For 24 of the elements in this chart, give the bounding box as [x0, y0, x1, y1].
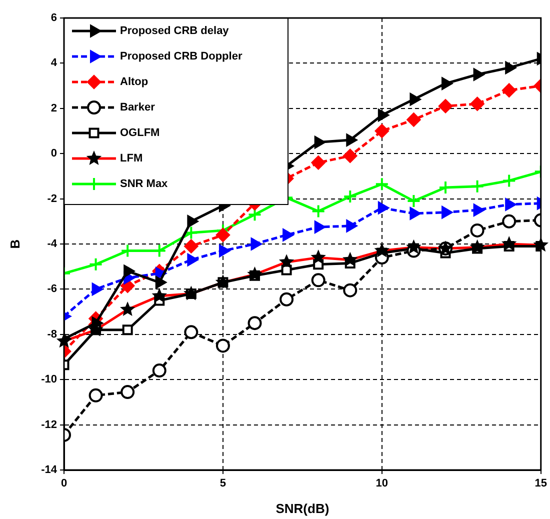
y-tick-label: -4 — [47, 238, 58, 250]
legend-label: LFM — [120, 152, 143, 165]
y-tick-label: -6 — [47, 283, 57, 296]
legend-label: SNR Max — [120, 178, 169, 190]
x-axis-title: SNR(dB) — [276, 500, 330, 516]
y-tick-label: -8 — [47, 328, 57, 340]
x-tick-label: 5 — [220, 478, 226, 490]
y-tick-label: -14 — [41, 464, 58, 476]
legend-label: Proposed CRB Doppler — [120, 50, 243, 63]
legend-label: Barker — [120, 102, 156, 114]
y-tick-label: -2 — [47, 192, 57, 205]
x-tick-label: 0 — [60, 478, 68, 490]
y-tick-label: 2 — [50, 102, 57, 114]
x-tick-label: 15 — [534, 478, 548, 490]
y-tick-label: -10 — [41, 374, 57, 386]
legend-label: Altop — [120, 76, 148, 88]
y-tick-label: 6 — [50, 12, 57, 24]
y-tick-label: -12 — [41, 418, 57, 431]
y-tick-label: 0 — [50, 148, 57, 160]
legend-label: OGLFM — [120, 127, 160, 140]
x-tick-label: 10 — [376, 478, 388, 490]
legend-label: Proposed CRB delay — [120, 25, 230, 38]
y-axis-title: B — [7, 239, 22, 249]
y-tick-label: 4 — [50, 57, 58, 70]
